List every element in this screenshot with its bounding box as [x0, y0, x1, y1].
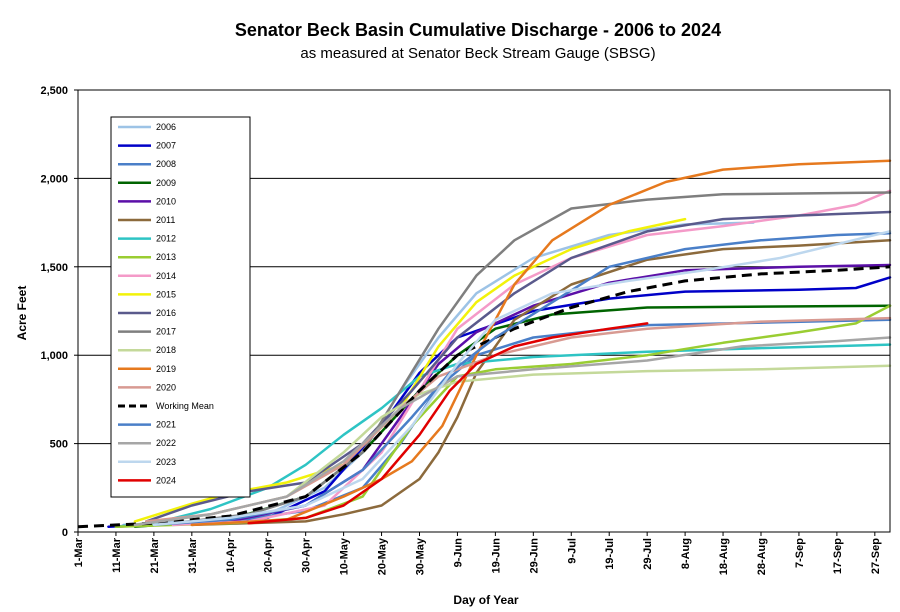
legend-label: 2019: [156, 364, 176, 374]
legend-label: 2021: [156, 420, 176, 430]
y-tick-label: 2,500: [40, 85, 68, 97]
series-line-working-mean: [77, 265, 891, 529]
x-tick-label: 20-May: [377, 537, 389, 575]
legend-label: 2011: [156, 215, 175, 225]
y-axis-title: Acre Feet: [15, 286, 29, 341]
legend-label: 2020: [156, 382, 176, 392]
chart-subtitle: as measured at Senator Beck Stream Gauge…: [300, 45, 655, 62]
x-tick-label: 1-Mar: [73, 537, 85, 567]
legend-box: [110, 116, 251, 498]
legend-label: 2012: [156, 234, 176, 244]
legend-label: 2010: [156, 196, 176, 206]
x-axis-ticks: 1-Mar 11-Mar 21-Mar 31-Mar 10-Apr 20-Apr 30-Ap…: [73, 532, 882, 575]
x-tick-label: 19-Jul: [604, 538, 616, 570]
legend-label: 2016: [156, 308, 176, 318]
x-axis-title: Day of Year: [453, 593, 518, 607]
series-line-2023: [152, 230, 892, 527]
legend-label: 2013: [156, 252, 176, 262]
x-tick-label: 27-Sep: [870, 538, 882, 574]
x-tick-label: 30-Apr: [301, 537, 313, 573]
series-line-2008: [152, 318, 892, 527]
legend: 2006 2007 2008 2009 2010 2011 2012 2013 2014 2015…: [110, 116, 251, 498]
x-tick-label: 19-Jun: [490, 538, 502, 574]
x-tick-label: 7-Sep: [794, 538, 806, 568]
x-tick-label: 29-Jun: [528, 538, 540, 574]
y-tick-label: 0: [62, 527, 68, 539]
x-tick-label: 9-Jul: [566, 538, 578, 564]
y-tick-label: 1,500: [40, 262, 68, 274]
y-axis-ticks: 0 500 1,000 1,500 2,000 2,500: [40, 85, 78, 539]
legend-label: 2017: [156, 327, 176, 337]
chart-title: Senator Beck Basin Cumulative Discharge …: [235, 20, 721, 40]
legend-label: 2015: [156, 289, 176, 299]
legend-label: 2008: [156, 159, 176, 169]
legend-label: 2023: [156, 457, 176, 467]
legend-label: 2014: [156, 271, 176, 281]
series-lines: [77, 159, 892, 529]
y-tick-label: 2,000: [40, 173, 68, 185]
legend-label: 2022: [156, 438, 176, 448]
x-tick-label: 28-Aug: [756, 538, 768, 575]
series-line-2022: [133, 336, 892, 527]
x-tick-label: 21-Mar: [149, 537, 161, 573]
y-tick-label: 1,000: [40, 350, 68, 362]
series-line-2017: [171, 191, 892, 525]
x-tick-label: 10-Apr: [225, 537, 237, 573]
x-tick-label: 30-May: [414, 537, 426, 575]
series-line-2024: [247, 322, 649, 525]
x-tick-label: 10-May: [339, 537, 351, 575]
legend-label: 2024: [156, 475, 176, 485]
x-tick-label: 18-Aug: [718, 538, 730, 575]
x-tick-label: 29-Jul: [642, 538, 654, 570]
legend-label: Working Mean: [156, 401, 214, 411]
legend-label: 2006: [156, 122, 176, 132]
x-tick-label: 9-Jun: [452, 538, 464, 568]
legend-label: 2018: [156, 345, 176, 355]
plot-area-frame: [77, 89, 891, 533]
x-tick-label: 11-Mar: [111, 537, 123, 573]
series-line-2011: [190, 239, 892, 527]
x-tick-label: 8-Aug: [680, 538, 692, 569]
series-line-2012: [114, 343, 892, 528]
x-tick-label: 31-Mar: [187, 537, 199, 573]
x-tick-label: 17-Sep: [832, 538, 844, 574]
legend-label: 2007: [156, 141, 176, 151]
x-tick-label: 20-Apr: [263, 537, 275, 573]
legend-label: 2009: [156, 178, 176, 188]
y-tick-label: 500: [50, 439, 68, 451]
